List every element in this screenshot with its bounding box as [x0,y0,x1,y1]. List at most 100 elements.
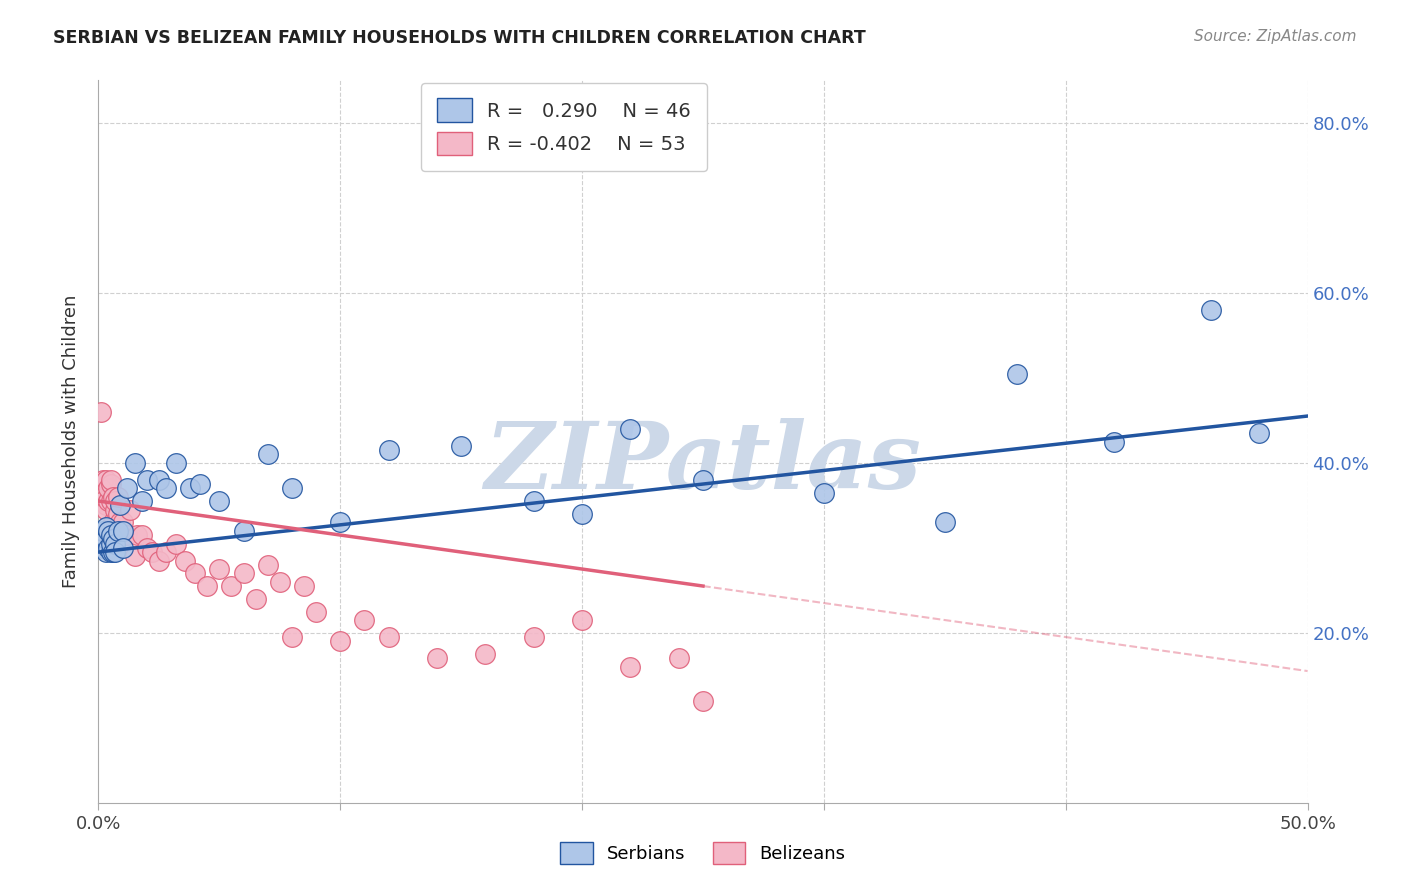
Point [91,473,114,487]
Point [90,528,112,542]
Point [135,541,157,555]
Point [269,574,291,589]
Point [97,541,120,555]
Point [1249,425,1271,440]
Point [188,477,211,491]
Point [377,443,399,458]
Point [195,579,218,593]
Point [179,481,201,495]
Point [329,634,352,648]
Point [90,481,112,495]
Point [184,566,207,581]
Legend: Serbians, Belizeans: Serbians, Belizeans [551,833,855,873]
Point [104,545,127,559]
Point [91,524,114,538]
Point [101,490,124,504]
Point [571,613,593,627]
Point [619,660,641,674]
Point [131,494,153,508]
Point [100,528,122,542]
Point [155,545,177,559]
Point [281,630,304,644]
Point [94,545,117,559]
Point [104,536,127,550]
Point [111,524,134,538]
Point [232,524,254,538]
Point [131,528,153,542]
Point [117,528,139,542]
Point [108,516,131,530]
Point [813,485,835,500]
Point [232,566,254,581]
Point [107,524,129,538]
Point [692,694,714,708]
Point [1102,434,1125,449]
Point [426,651,449,665]
Point [692,473,714,487]
Point [523,494,546,508]
Point [101,516,124,530]
Point [100,545,122,559]
Point [155,481,177,495]
Point [174,553,197,567]
Text: SERBIAN VS BELIZEAN FAMILY HOUSEHOLDS WITH CHILDREN CORRELATION CHART: SERBIAN VS BELIZEAN FAMILY HOUSEHOLDS WI… [53,29,866,47]
Point [107,507,129,521]
Point [141,545,163,559]
Point [377,630,399,644]
Point [523,630,546,644]
Point [165,536,187,550]
Point [111,528,134,542]
Point [101,533,124,547]
Point [353,613,375,627]
Point [104,502,127,516]
Point [1007,367,1029,381]
Point [97,524,120,538]
Point [571,507,593,521]
Point [256,558,278,572]
Point [90,536,112,550]
Point [118,502,141,516]
Y-axis label: Family Households with Children: Family Households with Children [62,295,80,588]
Point [256,447,278,461]
Point [305,605,328,619]
Point [111,516,134,530]
Point [668,651,690,665]
Point [117,481,139,495]
Text: Source: ZipAtlas.com: Source: ZipAtlas.com [1194,29,1357,45]
Point [127,528,149,542]
Point [450,439,472,453]
Point [94,533,117,547]
Point [135,473,157,487]
Point [97,494,120,508]
Point [108,498,131,512]
Point [107,490,129,504]
Point [619,422,641,436]
Point [94,502,117,516]
Point [281,481,304,495]
Point [91,494,114,508]
Point [97,481,120,495]
Point [111,541,134,555]
Point [208,562,231,576]
Text: ZIPatlas: ZIPatlas [485,418,921,508]
Point [94,519,117,533]
Point [124,549,146,564]
Point [221,579,243,593]
Point [100,536,122,550]
Point [90,405,112,419]
Point [94,473,117,487]
Point [934,516,956,530]
Point [91,541,114,555]
Point [101,545,124,559]
Point [100,494,122,508]
Point [148,553,170,567]
Point [474,647,496,661]
Point [1199,302,1222,317]
Point [165,456,187,470]
Point [100,473,122,487]
Point [94,498,117,512]
Point [104,494,127,508]
Point [292,579,315,593]
Point [100,477,122,491]
Point [148,473,170,487]
